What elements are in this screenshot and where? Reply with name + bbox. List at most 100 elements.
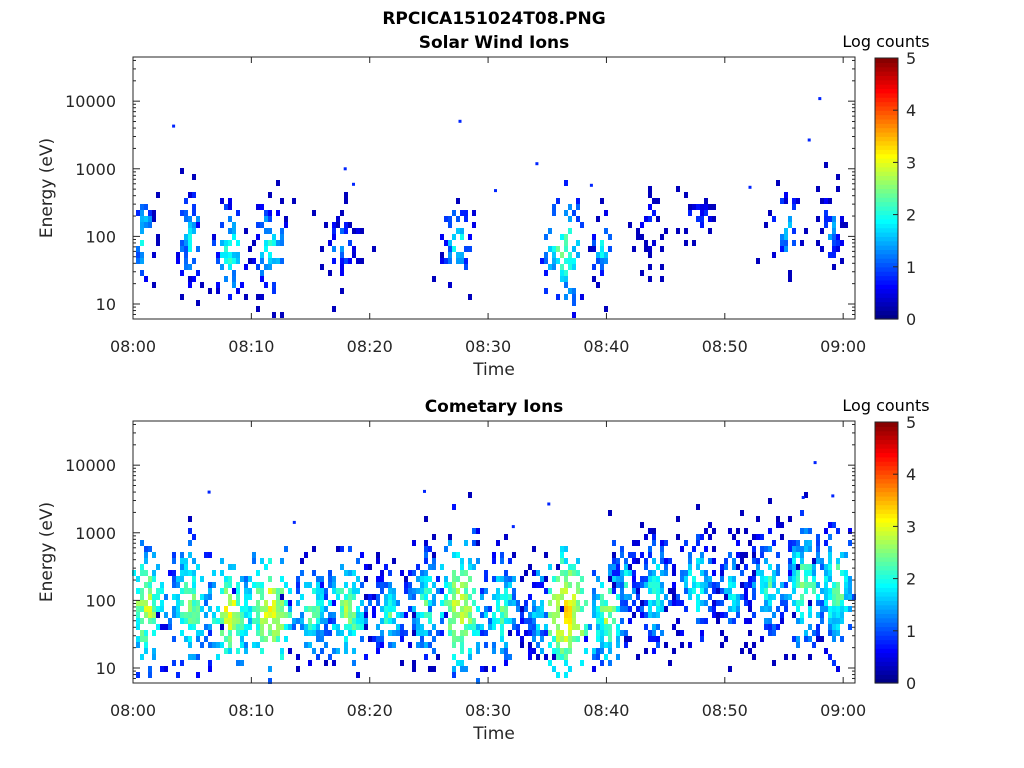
spectrogram-cell xyxy=(848,594,852,600)
spectrogram-cell xyxy=(608,588,612,594)
spectrogram-cell xyxy=(352,630,356,636)
spectrogram-cell xyxy=(712,528,716,534)
spectrogram-cell xyxy=(188,282,192,288)
spectrogram-cell xyxy=(716,588,720,594)
spectrogram-cell xyxy=(476,540,480,546)
spectrogram-cell xyxy=(696,582,700,588)
spectrogram-cell xyxy=(468,234,472,240)
spectrogram-cell xyxy=(352,648,356,654)
spectrogram-cell xyxy=(608,606,612,612)
spectrogram-cell xyxy=(760,534,764,540)
spectrogram-cell xyxy=(340,600,344,606)
spectrogram-cell xyxy=(352,594,356,600)
spectrogram-cell xyxy=(828,630,832,636)
spectrogram-cell xyxy=(572,300,576,306)
spectrogram-cell xyxy=(684,606,688,612)
spectrogram-cell xyxy=(528,564,532,570)
spectrogram-cell xyxy=(180,246,184,252)
spectrogram-cell xyxy=(356,588,360,594)
spectrogram-cell xyxy=(360,612,364,618)
spectrogram-cell xyxy=(700,558,704,564)
spectrogram-cell xyxy=(836,558,840,564)
colorbar-step xyxy=(875,131,898,137)
spectrogram-cell xyxy=(296,588,300,594)
spectrogram-cell xyxy=(256,306,260,312)
spectrogram-cell xyxy=(544,252,548,258)
spectrogram-cell xyxy=(356,558,360,564)
spectrogram-cell xyxy=(780,522,784,528)
spectrogram-cell xyxy=(616,576,620,582)
spectrogram-cell xyxy=(452,234,456,240)
spectrogram-cell xyxy=(804,564,808,570)
spectrogram-cell xyxy=(828,234,832,240)
spectrogram-cell xyxy=(732,576,736,582)
spectrogram-cell xyxy=(676,534,680,540)
spectrogram-cell xyxy=(428,618,432,624)
spectrogram-cell xyxy=(648,546,652,552)
spectrogram-cell xyxy=(272,630,276,636)
spectrogram-cell xyxy=(840,636,844,642)
spectrogram-cell xyxy=(476,678,480,684)
spectrogram-cell xyxy=(144,582,148,588)
spectrogram-cell xyxy=(328,630,332,636)
spectrogram-cell xyxy=(432,648,436,654)
spectrogram-cell xyxy=(356,624,360,630)
spectrogram-cell xyxy=(292,624,296,630)
colorbar-step xyxy=(875,214,898,220)
spectrogram-cell xyxy=(424,516,428,522)
spectrogram-cell xyxy=(240,612,244,618)
spectrogram-cell xyxy=(332,222,336,228)
colorbar-step xyxy=(875,240,898,246)
spectrogram-cell xyxy=(140,564,144,570)
spectrogram-cell xyxy=(140,594,144,600)
spectrogram-cell xyxy=(276,594,280,600)
spectrogram-cell xyxy=(844,570,848,576)
spectrogram-cell xyxy=(260,294,264,300)
spectrogram-cell xyxy=(832,588,836,594)
spectrogram-cell xyxy=(612,576,616,582)
spectrogram-cell xyxy=(728,666,732,672)
spectrogram-cell xyxy=(724,564,728,570)
spectrogram-cell xyxy=(428,642,432,648)
spectrogram-cell xyxy=(268,666,272,672)
spectrogram-cell xyxy=(448,252,452,258)
spectrogram-cell xyxy=(232,624,236,630)
spectrogram-cell xyxy=(608,246,612,252)
spectrogram-cell xyxy=(568,606,572,612)
spectrogram-cell xyxy=(576,606,580,612)
spectrogram-cell xyxy=(428,546,432,552)
spectrogram-cell xyxy=(472,588,476,594)
spectrogram-cell xyxy=(420,624,424,630)
spectrogram-cell xyxy=(276,630,280,636)
spectrogram-cell xyxy=(644,648,648,654)
spectrogram-cell xyxy=(176,252,180,258)
spectrogram-cell xyxy=(460,258,464,264)
spectrogram-cell xyxy=(832,240,836,246)
spectrogram-cell xyxy=(212,570,216,576)
spectrogram-cell xyxy=(460,582,464,588)
spectrogram-cell xyxy=(192,594,196,600)
spectrogram-cell xyxy=(172,552,176,558)
spectrogram-cell xyxy=(568,258,572,264)
spectrogram-cell xyxy=(540,606,544,612)
colorbar-step xyxy=(875,591,898,597)
spectrogram-cell xyxy=(428,588,432,594)
spectrogram-cell xyxy=(428,630,432,636)
spectrogram-cell xyxy=(672,570,676,576)
spectrogram-cell xyxy=(600,630,604,636)
colorbar-step xyxy=(875,249,898,255)
spectrogram-cell xyxy=(524,618,528,624)
spectrogram-cell xyxy=(196,630,200,636)
spectrogram-cell xyxy=(380,606,384,612)
colorbar-step xyxy=(875,262,898,268)
spectrogram-cell xyxy=(792,204,796,210)
colorbar-step xyxy=(875,587,898,593)
spectrogram-cell xyxy=(708,204,712,210)
spectrogram-cell xyxy=(816,546,820,552)
colorbar-step xyxy=(875,184,898,190)
spectrogram-cell xyxy=(656,198,660,204)
spectrogram-cell xyxy=(552,252,556,258)
colorbar-step xyxy=(875,452,898,458)
spectrogram-cell xyxy=(448,624,452,630)
spectrogram-cell xyxy=(332,234,336,240)
